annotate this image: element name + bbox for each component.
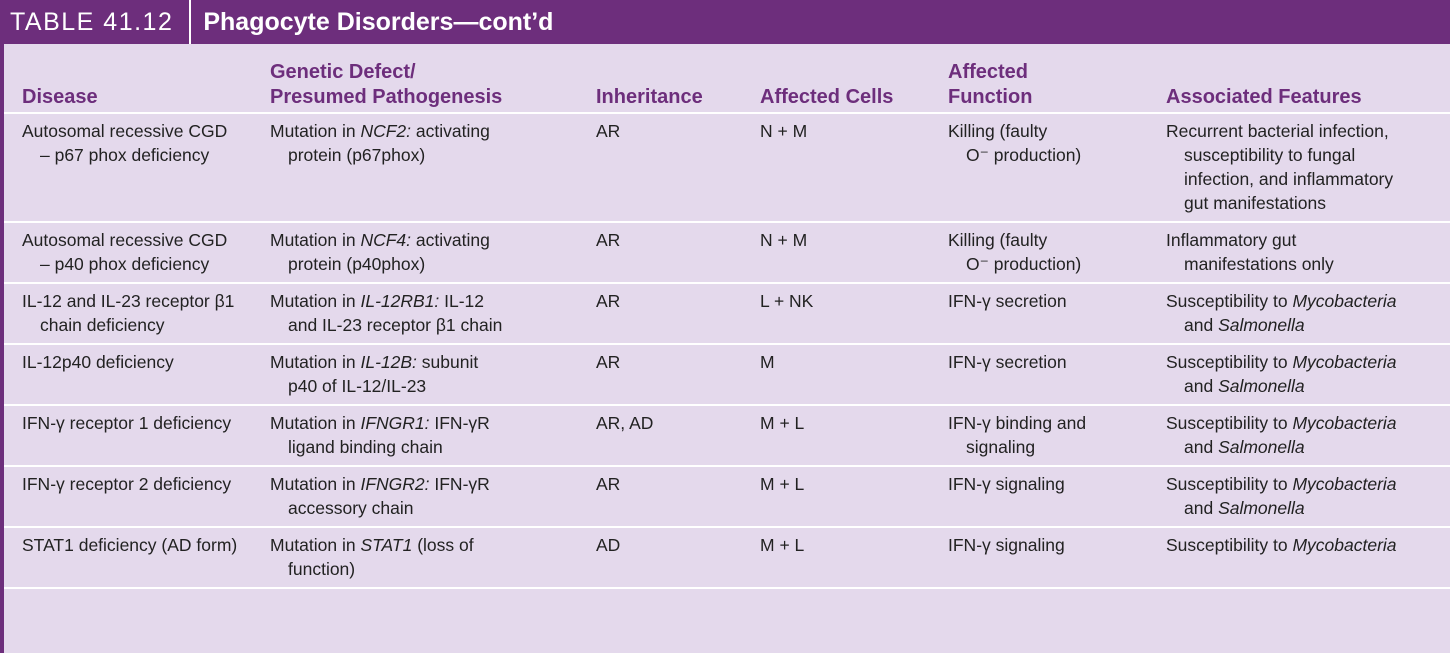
table-title: Phagocyte Disorders—cont’d (203, 7, 554, 36)
cell-genetic-defect: Mutation in NCF4: activating protein (p40… (252, 222, 578, 284)
cell-inheritance: AR (578, 113, 742, 223)
cell-inheritance: AR, AD (578, 405, 742, 467)
cell-associated-features: Susceptibility to Mycobacteria and Salmon… (1148, 283, 1450, 345)
table-title-bar: TABLE 41.12 Phagocyte Disorders—cont’d (0, 0, 1450, 44)
cell-affected-cells: M (742, 344, 930, 406)
cell-affected-function: Killing (faulty O⁻ production) (930, 113, 1148, 223)
cell-genetic-defect: Mutation in STAT1 (loss of function) (252, 527, 578, 589)
table-row: IFN-γ receptor 1 deficiency Mutation in … (4, 405, 1450, 467)
header-inheritance: Inheritance (578, 44, 742, 114)
cell-disease: IL-12p40 deficiency (4, 344, 252, 406)
header-disease: Disease (4, 44, 252, 114)
table-row: Autosomal recessive CGD – p67 phox defici… (4, 113, 1450, 223)
cell-associated-features: Recurrent bacterial infection, susceptibi… (1148, 113, 1450, 223)
cell-inheritance: AR (578, 283, 742, 345)
cell-affected-cells: M + L (742, 527, 930, 589)
cell-inheritance: AR (578, 466, 742, 528)
cell-inheritance: AD (578, 527, 742, 589)
cell-disease: IL-12 and IL-23 receptor β1 chain deficie… (4, 283, 252, 345)
cell-affected-function: Killing (faulty O⁻ production) (930, 222, 1148, 284)
header-genetic-defect: Genetic Defect/Presumed Pathogenesis (252, 44, 578, 114)
cell-affected-cells: M + L (742, 405, 930, 467)
table-row: STAT1 deficiency (AD form) Mutation in S… (4, 527, 1450, 589)
cell-affected-cells: L + NK (742, 283, 930, 345)
header-row: Disease Genetic Defect/Presumed Pathogen… (4, 44, 1450, 114)
cell-genetic-defect: Mutation in IFNGR2: IFN-γR accessory chai… (252, 466, 578, 528)
left-border-rule (0, 44, 4, 653)
cell-associated-features: Susceptibility to Mycobacteria and Salmon… (1148, 405, 1450, 467)
cell-inheritance: AR (578, 344, 742, 406)
cell-affected-function: IFN-γ signaling (930, 466, 1148, 528)
cell-disease: Autosomal recessive CGD – p67 phox defici… (4, 113, 252, 223)
header-affected-function: Affected Function (930, 44, 1148, 114)
cell-affected-function: IFN-γ secretion (930, 344, 1148, 406)
table-row: IL-12p40 deficiency Mutation in IL-12B: … (4, 344, 1450, 406)
table-number: TABLE 41.12 (10, 7, 174, 36)
cell-associated-features: Susceptibility to Mycobacteria and Salmon… (1148, 466, 1450, 528)
cell-affected-function: IFN-γ binding and signaling (930, 405, 1148, 467)
cell-disease: IFN-γ receptor 1 deficiency (4, 405, 252, 467)
cell-affected-cells: N + M (742, 222, 930, 284)
cell-associated-features: Susceptibility to Mycobacteria (1148, 527, 1450, 589)
table-body-area: Disease Genetic Defect/Presumed Pathogen… (4, 44, 1450, 653)
title-divider (189, 0, 192, 44)
cell-disease: IFN-γ receptor 2 deficiency (4, 466, 252, 528)
cell-disease: STAT1 deficiency (AD form) (4, 527, 252, 589)
phagocyte-disorders-table: Disease Genetic Defect/Presumed Pathogen… (4, 44, 1450, 589)
cell-affected-function: IFN-γ signaling (930, 527, 1148, 589)
cell-affected-cells: N + M (742, 113, 930, 223)
cell-genetic-defect: Mutation in IFNGR1: IFN-γR ligand binding… (252, 405, 578, 467)
table-row: IFN-γ receptor 2 deficiency Mutation in … (4, 466, 1450, 528)
cell-inheritance: AR (578, 222, 742, 284)
header-associated-features: Associated Features (1148, 44, 1450, 114)
cell-genetic-defect: Mutation in IL-12B: subunit p40 of IL-12/… (252, 344, 578, 406)
cell-affected-function: IFN-γ secretion (930, 283, 1148, 345)
cell-genetic-defect: Mutation in NCF2: activating protein (p67… (252, 113, 578, 223)
table-row: Autosomal recessive CGD – p40 phox defici… (4, 222, 1450, 284)
cell-genetic-defect: Mutation in IL-12RB1: IL-12 and IL-23 rec… (252, 283, 578, 345)
header-affected-cells: Affected Cells (742, 44, 930, 114)
cell-associated-features: Susceptibility to Mycobacteria and Salmon… (1148, 344, 1450, 406)
cell-disease: Autosomal recessive CGD – p40 phox defici… (4, 222, 252, 284)
table-row: IL-12 and IL-23 receptor β1 chain deficie… (4, 283, 1450, 345)
cell-affected-cells: M + L (742, 466, 930, 528)
cell-associated-features: Inflammatory gut manifestations only (1148, 222, 1450, 284)
